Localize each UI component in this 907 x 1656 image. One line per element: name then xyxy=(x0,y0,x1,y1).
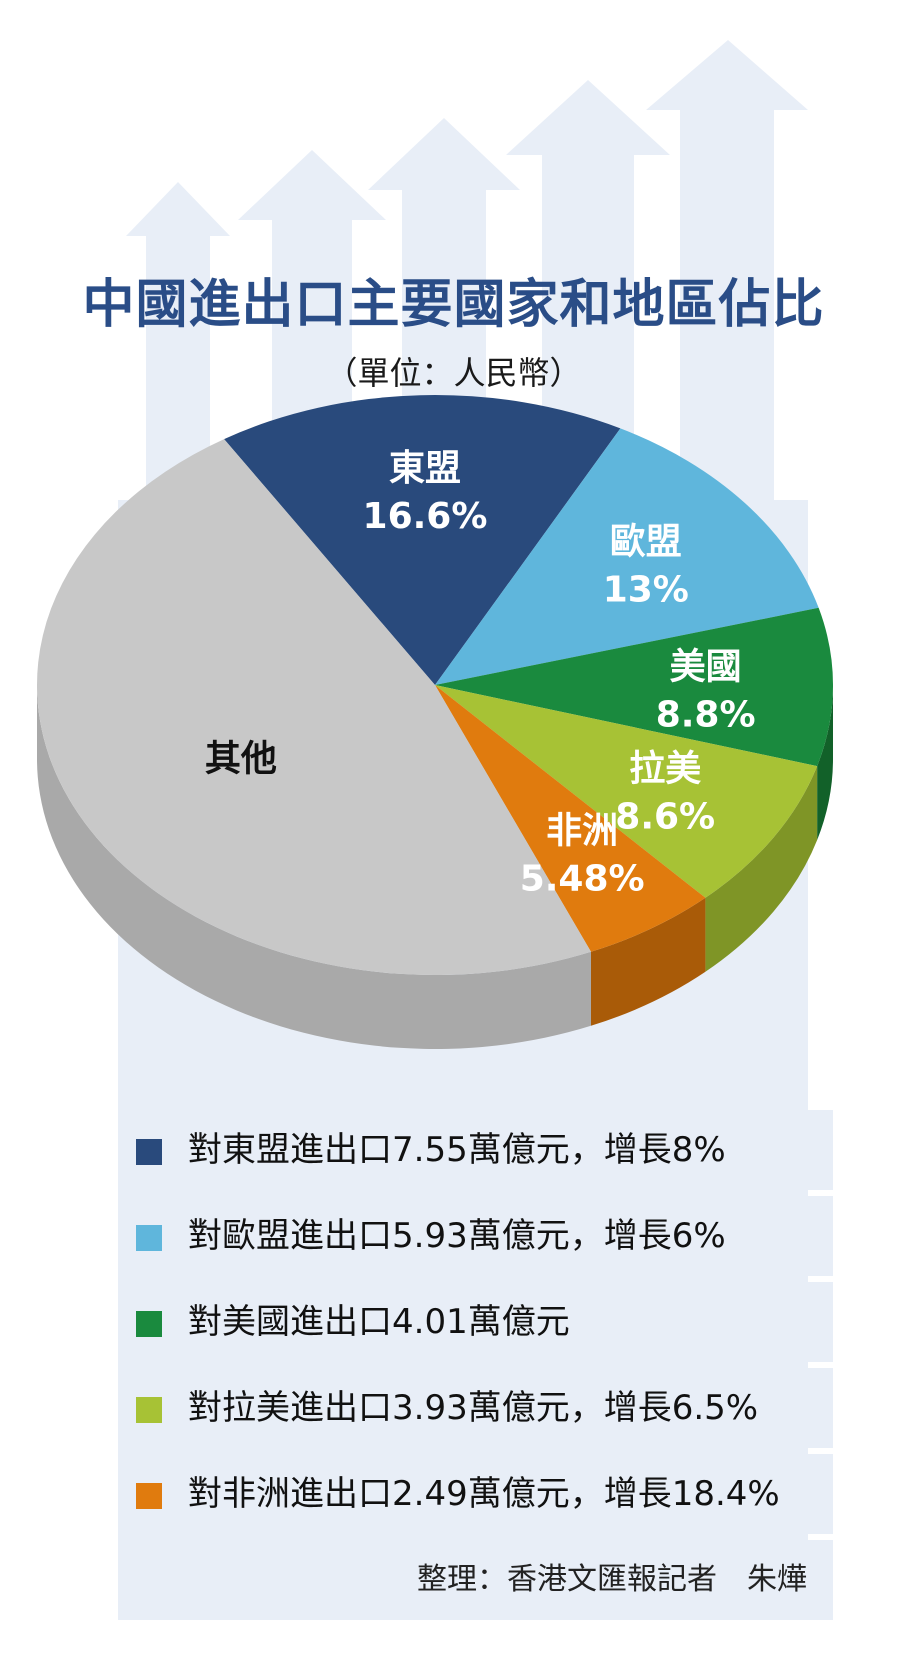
pie-slice xyxy=(435,428,819,685)
legend-swatch xyxy=(136,1139,162,1165)
slice-name-label: 其他 xyxy=(205,739,277,780)
pie-slice-side xyxy=(705,766,818,972)
legend-label: 對東盟進出口7.55萬億元，增長8% xyxy=(188,1130,726,1170)
slice-name-label: 東盟 xyxy=(389,448,461,489)
pie-slice xyxy=(435,685,706,952)
pie-slice xyxy=(36,439,591,976)
pie-slice-side xyxy=(590,897,706,1026)
arrow-shape xyxy=(126,182,230,510)
slice-value-label: 8.6% xyxy=(615,797,715,838)
legend-label: 對美國進出口4.01萬億元 xyxy=(188,1302,570,1342)
arrow-shape xyxy=(238,150,386,440)
pie-slice xyxy=(224,395,621,685)
slice-value-label: 5.48% xyxy=(520,859,645,900)
chart-subtitle: （單位：人民幣） xyxy=(325,354,582,392)
legend-item: 對非洲進出口2.49萬億元，增長18.4% xyxy=(118,1454,833,1534)
legend-label: 對非洲進出口2.49萬億元，增長18.4% xyxy=(188,1474,780,1514)
legend-item: 對歐盟進出口5.93萬億元，增長6% xyxy=(118,1196,833,1276)
pie-slice xyxy=(435,685,818,898)
slice-name-label: 非洲 xyxy=(546,811,618,852)
arrow-shape xyxy=(506,80,670,440)
legend-item: 對東盟進出口7.55萬億元，增長8% xyxy=(118,1110,833,1190)
slice-value-label: 8.8% xyxy=(656,694,756,735)
pie-slice-side xyxy=(37,685,591,1050)
slice-value-label: 13% xyxy=(603,569,689,610)
legend-swatch xyxy=(136,1225,162,1251)
legend-label: 對拉美進出口3.93萬億元，增長6.5% xyxy=(188,1388,759,1428)
slice-name-label: 拉美 xyxy=(629,749,701,790)
legend-item: 對美國進出口4.01萬億元 xyxy=(118,1282,833,1362)
pie-slice xyxy=(435,607,833,767)
pie-slice-side xyxy=(817,685,833,841)
legend-label: 對歐盟進出口5.93萬億元，增長6% xyxy=(188,1216,726,1256)
credit-row: 整理：香港文匯報記者 朱燁 xyxy=(118,1540,833,1620)
slice-name-label: 歐盟 xyxy=(610,521,682,562)
legend-swatch xyxy=(136,1311,162,1337)
legend-swatch xyxy=(136,1483,162,1509)
legend-swatch xyxy=(136,1397,162,1423)
credit-text: 整理：香港文匯報記者 朱燁 xyxy=(417,1562,807,1597)
slice-name-label: 美國 xyxy=(670,646,742,687)
slice-value-label: 16.6% xyxy=(363,496,488,537)
legend: 對東盟進出口7.55萬億元，增長8% 對歐盟進出口5.93萬億元，增長6% 對美… xyxy=(118,1110,833,1620)
chart-title: 中國進出口主要國家和地區佔比 xyxy=(82,275,825,335)
arrow-shape xyxy=(368,118,520,420)
legend-item: 對拉美進出口3.93萬億元，增長6.5% xyxy=(118,1368,833,1448)
